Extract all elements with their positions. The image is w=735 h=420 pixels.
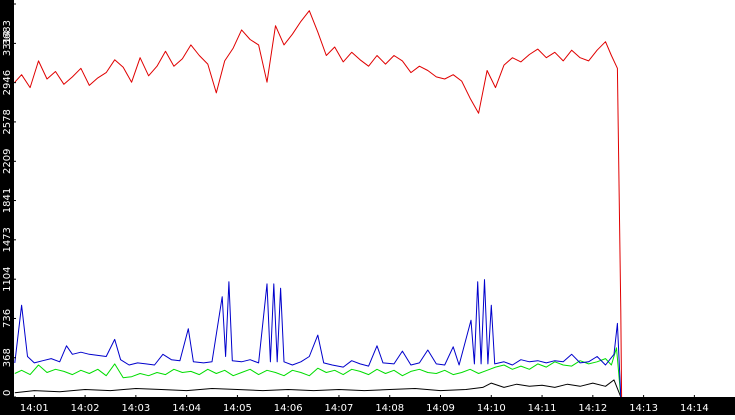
- x-tick-label: 14:07: [325, 403, 354, 414]
- x-tick-label: 14:06: [274, 403, 303, 414]
- series-line-1: [14, 10, 623, 398]
- y-tick-label: 0: [2, 390, 13, 396]
- series-line-2: [14, 279, 622, 398]
- y-tick-label: 368: [2, 348, 13, 367]
- x-tick-label: 14:01: [20, 403, 49, 414]
- x-tick-label: 14:08: [375, 403, 404, 414]
- y-tick-label: 2578: [2, 109, 13, 134]
- y-tick-label: 1104: [2, 266, 13, 291]
- y-tick-label: 3314: [2, 31, 13, 56]
- x-tick-label: 14:10: [477, 403, 506, 414]
- x-tick-label: 14:04: [172, 403, 201, 414]
- y-tick-label: 1841: [2, 188, 13, 213]
- x-tick-label: 14:14: [680, 403, 709, 414]
- x-axis-band: [0, 397, 735, 415]
- y-tick-label: 1473: [2, 227, 13, 252]
- series-layer: [14, 10, 623, 398]
- series-line-4: [14, 379, 622, 398]
- x-tick-label: 14:12: [578, 403, 607, 414]
- x-tick-label: 14:11: [528, 403, 557, 414]
- x-tick-label: 14:13: [629, 403, 658, 414]
- x-tick-label: 14:09: [426, 403, 455, 414]
- y-tick-label: 3683: [2, 20, 13, 45]
- x-tick-label: 14:02: [71, 403, 100, 414]
- x-tick-label: 14:05: [223, 403, 252, 414]
- y-tick-label: 736: [2, 309, 13, 328]
- x-tick-label: 14:03: [121, 403, 150, 414]
- y-axis-band: [0, 0, 14, 397]
- y-tick-label: 2209: [2, 149, 13, 174]
- series-line-3: [14, 347, 622, 398]
- x-axis-ticks: 14:01 14:02 14:03 14:04 14:05 14:06 14:07 14:08…: [20, 395, 709, 414]
- y-tick-label: 2946: [2, 70, 13, 95]
